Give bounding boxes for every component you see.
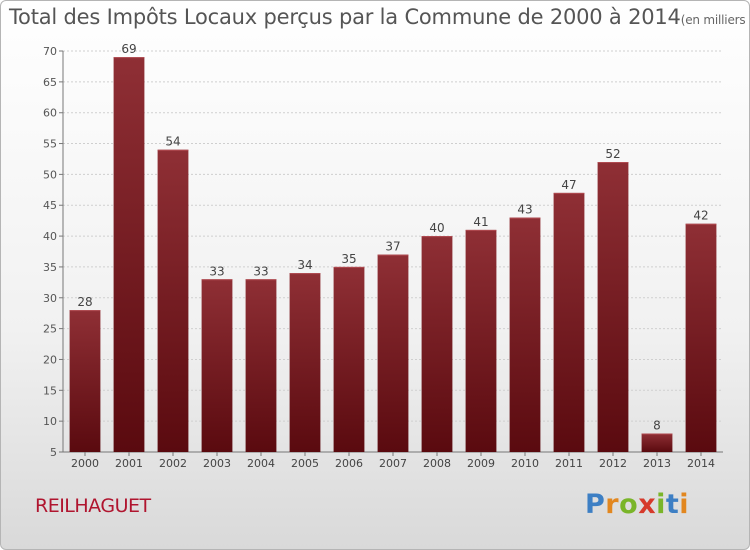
bar-2005	[289, 273, 321, 452]
x-tick-label: 2011	[555, 457, 583, 470]
data-labels: 28 69 54 33 33 34 35 37 40 41 43 47 52 8 42	[77, 42, 708, 432]
x-tick-label: 2001	[115, 457, 143, 470]
data-label: 28	[77, 295, 92, 309]
y-tick-label: 40	[43, 230, 57, 243]
bar-2008	[421, 236, 453, 452]
y-tick-labels: 5 10 15 20 25 30 35 40 45 50 55 60 65 70	[43, 45, 57, 459]
data-label: 37	[385, 240, 400, 254]
y-tick-label: 50	[43, 168, 57, 181]
x-tick-label: 2010	[511, 457, 539, 470]
y-tick-label: 15	[43, 384, 57, 397]
x-tick-label: 2004	[247, 457, 275, 470]
x-tick-label: 2007	[379, 457, 407, 470]
x-tick-label: 2000	[71, 457, 99, 470]
bar-2012	[597, 162, 629, 453]
logo-letter: x	[638, 489, 657, 520]
data-label: 40	[429, 221, 444, 235]
chart-title-unit: (en milliers d'€)	[680, 13, 749, 27]
x-tick-label: 2008	[423, 457, 451, 470]
y-tick-label: 55	[43, 138, 57, 151]
y-tick-label: 60	[43, 107, 57, 120]
bar-2007	[377, 254, 409, 452]
y-tick-label: 20	[43, 353, 57, 366]
logo-letter: i	[679, 489, 690, 520]
data-label: 52	[605, 147, 620, 161]
logo-letter: t	[665, 489, 680, 520]
y-tick-label: 25	[43, 323, 57, 336]
logo-letter: i	[656, 489, 666, 520]
data-label: 42	[693, 209, 708, 223]
bar-2001	[113, 57, 145, 453]
proxiti-logo[interactable]: Proxiti	[585, 489, 689, 520]
bar-2011	[553, 192, 585, 452]
chart-title-text: Total des Impôts Locaux perçus par la Co…	[9, 5, 681, 29]
bar-2004	[245, 279, 277, 452]
logo-letter: o	[619, 489, 639, 520]
bar-2006	[333, 266, 365, 452]
y-tick-label: 70	[43, 45, 57, 58]
data-label: 35	[341, 252, 356, 266]
y-tick-label: 35	[43, 261, 57, 274]
bar-2002	[157, 149, 189, 452]
data-label: 33	[209, 264, 224, 278]
data-label: 8	[653, 418, 661, 432]
x-tick-label: 2002	[159, 457, 187, 470]
bars	[69, 57, 717, 453]
x-tick-label: 2003	[203, 457, 231, 470]
x-tick-label: 2009	[467, 457, 495, 470]
x-tick-label: 2014	[687, 457, 715, 470]
bar-2010	[509, 217, 541, 452]
data-label: 69	[121, 42, 136, 56]
x-tick-label: 2006	[335, 457, 363, 470]
data-label: 33	[253, 264, 268, 278]
data-label: 41	[473, 215, 488, 229]
bar-2009	[465, 229, 497, 452]
commune-name: REILHAGUET	[35, 495, 151, 517]
bar-2014	[685, 223, 717, 452]
y-tick-label: 5	[50, 446, 57, 459]
y-tick-label: 30	[43, 292, 57, 305]
x-tick-labels: 2000 2001 2002 2003 2004 2005 2006 2007 2008 2009…	[71, 457, 715, 470]
logo-letter: r	[605, 489, 620, 520]
bar-2013	[641, 433, 673, 452]
logo-letter: P	[585, 489, 606, 520]
x-tick-label: 2013	[643, 457, 671, 470]
bar-2000	[69, 310, 101, 452]
chart-title: Total des Impôts Locaux perçus par la Co…	[9, 5, 749, 29]
data-label: 43	[517, 203, 532, 217]
data-label: 47	[561, 178, 576, 192]
x-tick-label: 2012	[599, 457, 627, 470]
y-tick-label: 65	[43, 76, 57, 89]
data-label: 54	[165, 135, 180, 149]
y-tick-label: 45	[43, 199, 57, 212]
x-tick-label: 2005	[291, 457, 319, 470]
bar-2003	[201, 279, 233, 452]
y-tick-label: 10	[43, 415, 57, 428]
data-label: 34	[297, 258, 312, 272]
